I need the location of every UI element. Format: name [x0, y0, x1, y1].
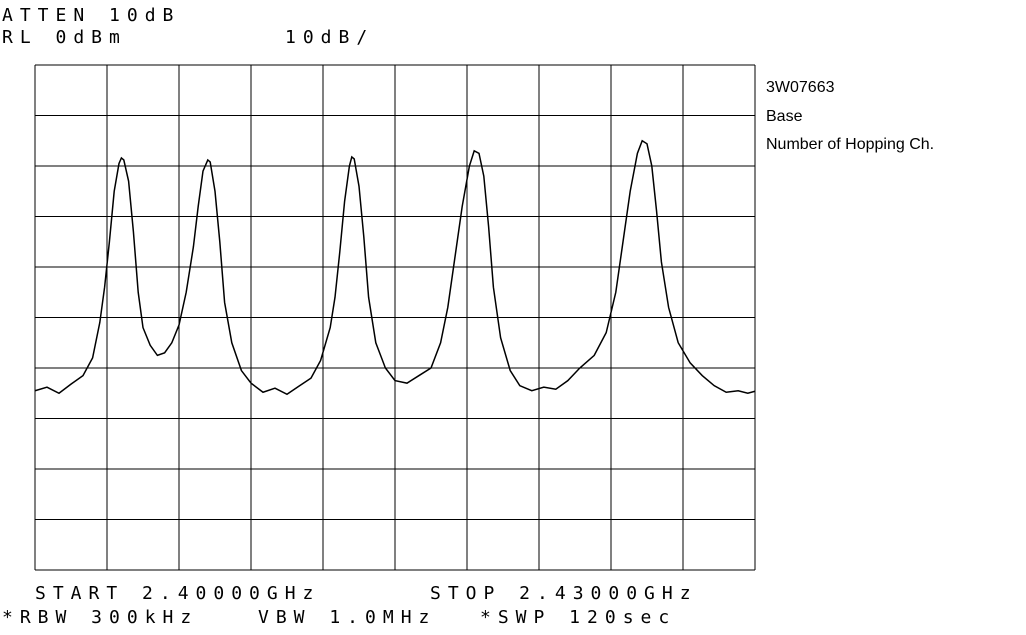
ref-level-label: RL 0dBm — [2, 27, 127, 48]
annotation: Number of Hopping Ch. — [766, 136, 934, 153]
annotation: Base — [766, 108, 803, 125]
atten-label: ATTEN 10dB — [2, 5, 180, 26]
trace — [34, 139, 756, 396]
rbw-label: *RBW 300kHz — [2, 607, 198, 628]
vbw-label: VBW 1.0MHz — [258, 607, 436, 628]
sweep-label: *SWP 120sec — [480, 607, 676, 628]
stop-label: STOP 2.43000GHz — [430, 583, 698, 604]
scale-label: 10dB/ — [285, 27, 374, 48]
start-label: START 2.40000GHz — [35, 583, 320, 604]
annotation: 3W07663 — [766, 79, 835, 96]
